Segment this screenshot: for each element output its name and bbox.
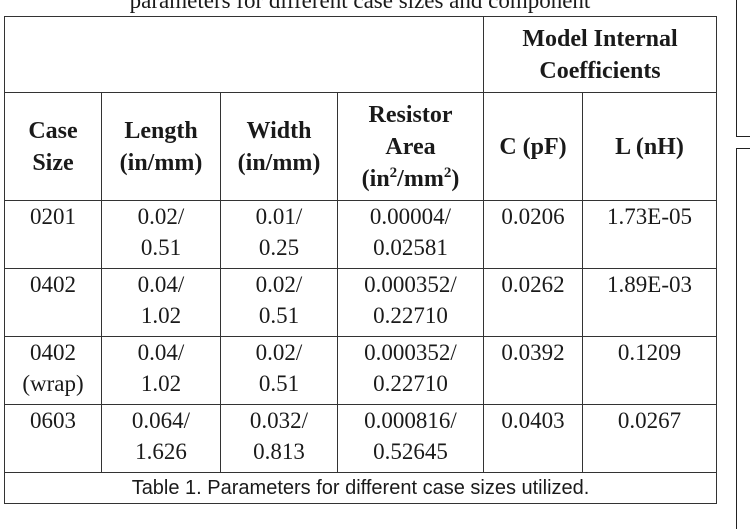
cell-resistor-area: 0.000352/0.22710 [337, 268, 484, 337]
unit-sup-2: 2 [443, 164, 452, 181]
cell-text: 0.51 [140, 235, 182, 260]
cell-c-pf: 0.0403 [483, 404, 583, 473]
cell-length: 0.04/1.02 [101, 336, 221, 405]
cell-text: 0.02/ [137, 204, 185, 229]
cell-text: 0.22710 [373, 303, 448, 328]
column-header-row: Case Size Length (in/mm) Width (in/mm) R… [4, 92, 718, 201]
cell-l-nh: 0.0267 [581, 404, 718, 473]
header-l-nh: L (nH) [581, 92, 718, 201]
cell-length: 0.02/0.51 [101, 200, 221, 269]
caption-row: Table 1. Parameters for different case s… [3, 472, 718, 504]
cell-text: 0603 [30, 408, 76, 433]
cell-resistor-area: 0.00004/0.02581 [337, 200, 484, 269]
header-length-line-1: Length [124, 117, 198, 144]
cell-text: 1.02 [140, 303, 182, 328]
unit-end: ) [451, 165, 460, 192]
cell-width: 0.02/0.51 [220, 268, 338, 337]
cell-text: 0.000352/ [364, 340, 457, 365]
cell-c-pf: 0.0262 [483, 268, 583, 337]
header-c-pf-line-1: C (pF) [499, 133, 567, 160]
header-width-line-2: (in/mm) [237, 149, 321, 176]
parameters-table: Model Internal Coefficients Case Size Le… [3, 16, 718, 504]
unit-base: (in [361, 165, 390, 192]
cell-length: 0.04/1.02 [101, 268, 221, 337]
table-caption: Table 1. Parameters for different case s… [3, 472, 718, 504]
header-width: Width (in/mm) [220, 92, 338, 201]
cell-text: 0.064/ [131, 408, 191, 433]
cell-text: 1.89E-03 [607, 272, 692, 297]
right-frame-upper [736, 0, 750, 137]
cell-c-pf: 0.0392 [483, 336, 583, 405]
cell-case-size: 0402 (wrap) [4, 336, 102, 405]
cell-resistor-area: 0.000816/0.52645 [337, 404, 484, 473]
header-resistor-area-unit: (in2/mm2) [338, 163, 483, 195]
cell-text: 0.0403 [501, 408, 565, 433]
table-row: 0402 0.04/1.02 0.02/0.51 0.000352/0.2271… [4, 268, 718, 337]
cell-text: 1.626 [135, 439, 187, 464]
header-case-size-line-2: Size [32, 149, 74, 176]
cell-text: 0.04/ [137, 340, 185, 365]
cell-l-nh: 1.73E-05 [581, 200, 718, 269]
cell-text: 0.00004/ [369, 204, 452, 229]
clipped-top-text: parameters for different case sizes and … [129, 0, 591, 13]
group-header-model-internal-coefficients: Model Internal Coefficients [482, 16, 718, 93]
cell-text: 0.032/ [249, 408, 309, 433]
header-resistor-area-line-2: Area [385, 133, 436, 160]
cell-text: (wrap) [22, 371, 84, 396]
cell-text: 0.000816/ [364, 408, 457, 433]
unit-sup-1: 2 [389, 164, 398, 181]
cell-text: 0.51 [258, 371, 300, 396]
cell-text: 0.04/ [137, 272, 185, 297]
group-header-row: Model Internal Coefficients [4, 16, 718, 93]
cell-text: 0.000352/ [364, 272, 457, 297]
cell-text: 0.01/ [255, 204, 303, 229]
cell-text: 1.73E-05 [607, 204, 692, 229]
cell-width: 0.032/0.813 [220, 404, 338, 473]
header-case-size-line-1: Case [28, 117, 78, 144]
cell-text: 0.22710 [373, 371, 448, 396]
cell-text: 0.02/ [255, 272, 303, 297]
header-resistor-area-line-1: Resistor [368, 101, 453, 128]
cell-resistor-area: 0.000352/0.22710 [337, 336, 484, 405]
table-row: 0402 (wrap) 0.04/1.02 0.02/0.51 0.000352/… [4, 336, 718, 405]
group-header-blank-cell [4, 16, 484, 93]
cell-text: 0.0267 [617, 408, 682, 433]
header-length-line-2: (in/mm) [119, 149, 203, 176]
cell-l-nh: 0.1209 [581, 336, 718, 405]
cell-c-pf: 0.0206 [483, 200, 583, 269]
right-frame-lower [736, 148, 750, 529]
cell-case-size: 0201 [4, 200, 102, 269]
header-length: Length (in/mm) [101, 92, 221, 201]
cell-text: 0.0262 [501, 272, 565, 297]
table-row: 0201 0.02/0.51 0.01/0.25 0.00004/0.02581… [4, 200, 718, 269]
cell-case-size: 0402 [4, 268, 102, 337]
cell-text: 0.51 [258, 303, 300, 328]
cell-text: 0.52645 [373, 439, 448, 464]
group-header-line-2: Coefficients [539, 57, 661, 84]
cell-text: 0201 [30, 204, 76, 229]
cell-text: 0402 [30, 272, 76, 297]
header-resistor-area: Resistor Area (in2/mm2) [337, 92, 484, 201]
cell-width: 0.02/0.51 [220, 336, 338, 405]
cell-text: 0402 [30, 340, 76, 365]
table-row: 0603 0.064/1.626 0.032/0.813 0.000816/0.… [4, 404, 718, 473]
cell-text: 0.813 [253, 439, 305, 464]
group-header-line-1: Model Internal [522, 25, 678, 52]
cell-case-size: 0603 [4, 404, 102, 473]
cell-text: 0.25 [258, 235, 300, 260]
cell-text: 0.02/ [255, 340, 303, 365]
cell-text: 0.0206 [501, 204, 565, 229]
cell-text: 0.0392 [501, 340, 565, 365]
header-c-pf: C (pF) [483, 92, 583, 201]
cell-text: 1.02 [140, 371, 182, 396]
cell-text: 0.02581 [373, 235, 448, 260]
header-l-nh-line-1: L (nH) [615, 133, 684, 160]
cell-l-nh: 1.89E-03 [581, 268, 718, 337]
header-case-size: Case Size [4, 92, 102, 201]
cell-length: 0.064/1.626 [101, 404, 221, 473]
cell-text: 0.1209 [617, 340, 682, 365]
unit-mid: /mm [397, 165, 444, 192]
cell-width: 0.01/0.25 [220, 200, 338, 269]
header-width-line-1: Width [246, 117, 312, 144]
